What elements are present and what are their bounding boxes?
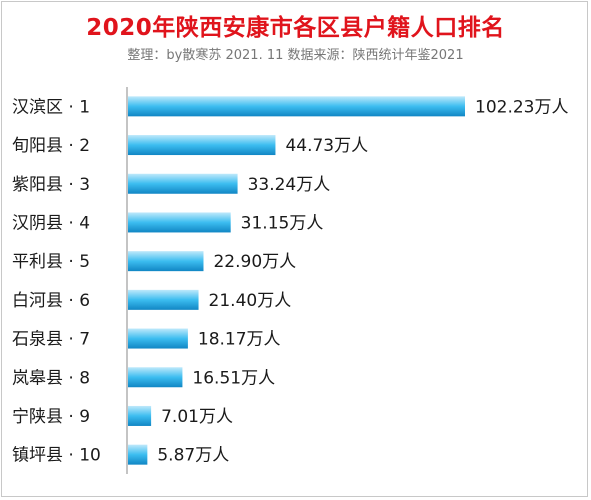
value-label: 16.51万人	[192, 368, 275, 388]
value-label: 5.87万人	[157, 446, 229, 466]
value-label: 31.15万人	[241, 213, 324, 233]
value-label: 18.17万人	[198, 330, 281, 350]
value-label: 22.90万人	[213, 252, 296, 272]
category-label: 汉阴县 · 4	[12, 213, 90, 233]
bar	[128, 405, 152, 426]
chart-title: 2020年陕西安康市各区县户籍人口排名	[86, 15, 505, 41]
value-label: 33.24万人	[248, 175, 331, 195]
bar	[128, 251, 204, 272]
bar	[128, 289, 199, 310]
value-label: 102.23万人	[475, 97, 568, 117]
chart-subtitle: 整理：by散寒苏 2021. 11 数据来源：陕西统计年鉴2021	[127, 48, 464, 63]
category-label: 平利县 · 5	[12, 252, 90, 272]
bar	[128, 328, 188, 349]
value-label: 21.40万人	[209, 291, 292, 311]
category-label: 岚皋县 · 8	[12, 368, 90, 388]
bar	[128, 173, 238, 194]
bar	[128, 135, 276, 156]
category-label: 石泉县 · 7	[12, 330, 90, 350]
category-label: 紫阳县 · 3	[12, 175, 90, 195]
category-label: 白河县 · 6	[12, 291, 90, 311]
bar	[128, 212, 231, 233]
category-label: 镇坪县 · 10	[12, 446, 101, 466]
value-label: 44.73万人	[285, 136, 368, 156]
bar	[128, 367, 183, 388]
category-label: 宁陕县 · 9	[12, 407, 90, 427]
category-label: 汉滨区 · 1	[12, 97, 90, 117]
category-label: 旬阳县 · 2	[12, 136, 90, 156]
bar	[128, 96, 465, 117]
bar	[128, 444, 148, 465]
value-label: 7.01万人	[161, 407, 233, 427]
